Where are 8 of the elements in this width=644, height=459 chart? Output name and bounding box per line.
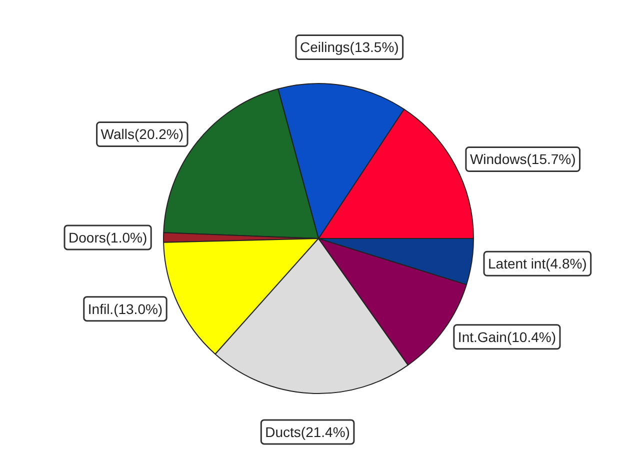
slice-label: Latent int(4.8%) — [488, 256, 587, 272]
slice-label: Doors(1.0%) — [68, 229, 148, 246]
slice-label: Walls(20.2%) — [100, 126, 184, 142]
slice-label: Windows(15.7%) — [470, 151, 576, 168]
slice-label: Int.Gain(10.4%) — [458, 328, 556, 345]
slice-label: Ducts(21.4%) — [265, 424, 350, 440]
slice-label: Ceilings(13.5%) — [300, 39, 399, 56]
slice-label: Infil.(13.0%) — [88, 300, 163, 317]
